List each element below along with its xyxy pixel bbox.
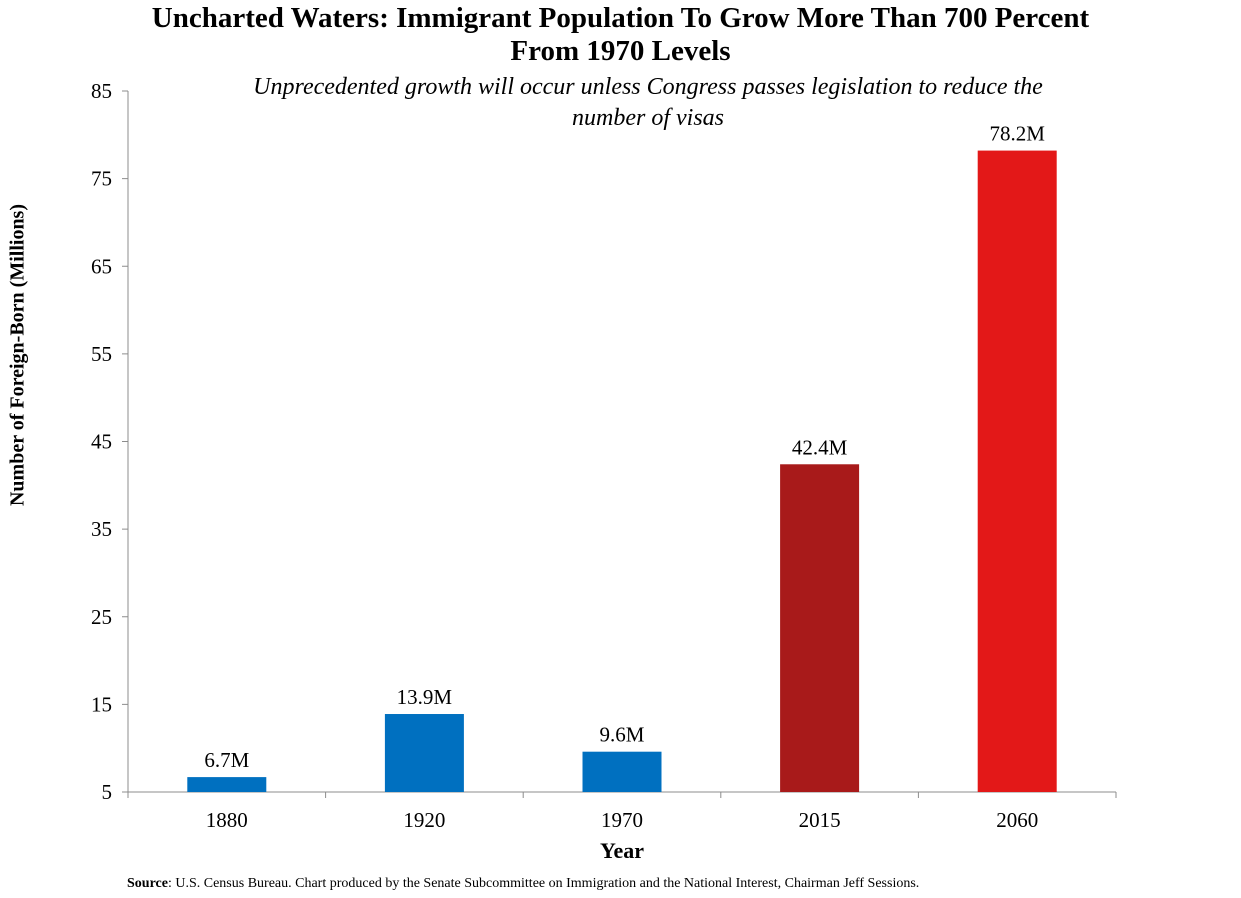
x-tick-label-1920: 1920 bbox=[403, 808, 445, 832]
data-label-1880: 6.7M bbox=[204, 748, 249, 772]
data-label-2060: 78.2M bbox=[989, 122, 1045, 146]
y-tick-label: 85 bbox=[91, 79, 112, 103]
bar-1920 bbox=[384, 714, 464, 792]
y-tick-label: 75 bbox=[91, 167, 112, 191]
bar-1880 bbox=[187, 777, 267, 792]
y-tick-label: 65 bbox=[91, 254, 112, 278]
bar-2015 bbox=[780, 464, 860, 792]
y-tick-label: 15 bbox=[91, 692, 112, 716]
y-axis-label-text: Number of Foreign-Born (Millions) bbox=[6, 203, 29, 507]
source-label: Source bbox=[127, 876, 168, 891]
bar-1970 bbox=[582, 751, 662, 792]
chart-subtitle-line-2: number of visas bbox=[572, 105, 724, 131]
y-tick-label: 45 bbox=[91, 430, 112, 454]
chart-subtitle: Unprecedented growth will occur unless C… bbox=[180, 72, 1116, 134]
chart-subtitle-line-1: Unprecedented growth will occur unless C… bbox=[253, 74, 1043, 100]
chart-title-line-2: From 1970 Levels bbox=[510, 35, 731, 67]
x-axis-label: Year bbox=[600, 838, 644, 863]
x-tick-label-2015: 2015 bbox=[799, 808, 841, 832]
source-note: Source: U.S. Census Bureau. Chart produc… bbox=[127, 876, 919, 892]
x-tick-label-1970: 1970 bbox=[601, 808, 643, 832]
data-label-1970: 9.6M bbox=[600, 723, 645, 747]
data-label-1920: 13.9M bbox=[397, 685, 453, 709]
bar-2060 bbox=[977, 150, 1057, 792]
y-tick-label: 25 bbox=[91, 605, 112, 629]
y-tick-label: 35 bbox=[91, 517, 112, 541]
x-tick-label-2060: 2060 bbox=[996, 808, 1038, 832]
data-label-2015: 42.4M bbox=[792, 435, 848, 459]
chart-title: Uncharted Waters: Immigrant Population T… bbox=[0, 2, 1241, 68]
y-tick-label: 55 bbox=[91, 342, 112, 366]
chart-title-line-1: Uncharted Waters: Immigrant Population T… bbox=[151, 2, 1090, 34]
source-text: : U.S. Census Bureau. Chart produced by … bbox=[167, 876, 920, 891]
x-tick-label-1880: 1880 bbox=[206, 808, 248, 832]
y-tick-label: 5 bbox=[102, 780, 113, 804]
